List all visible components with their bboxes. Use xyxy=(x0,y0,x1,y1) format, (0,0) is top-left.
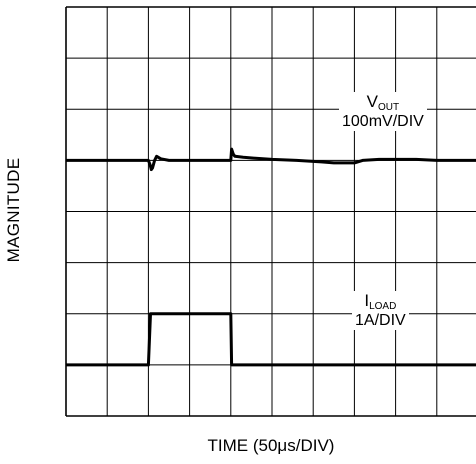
traces xyxy=(66,147,476,367)
vout-annotation: VOUT 100mV/DIV xyxy=(339,92,427,132)
y-axis-label-text: MAGNITUDE xyxy=(4,157,23,263)
vout-trace xyxy=(66,147,476,172)
iload-name: ILOAD xyxy=(364,291,397,312)
grid-lines xyxy=(65,6,476,417)
vout-name: VOUT xyxy=(366,92,400,113)
iload-scale: 1A/DIV xyxy=(355,311,406,329)
x-axis-label: TIME (50μs/DIV) xyxy=(207,436,335,455)
iload-trace xyxy=(66,312,476,367)
iload-annotation: ILOAD 1A/DIV xyxy=(352,291,409,331)
vout-scale: 100mV/DIV xyxy=(342,112,424,130)
